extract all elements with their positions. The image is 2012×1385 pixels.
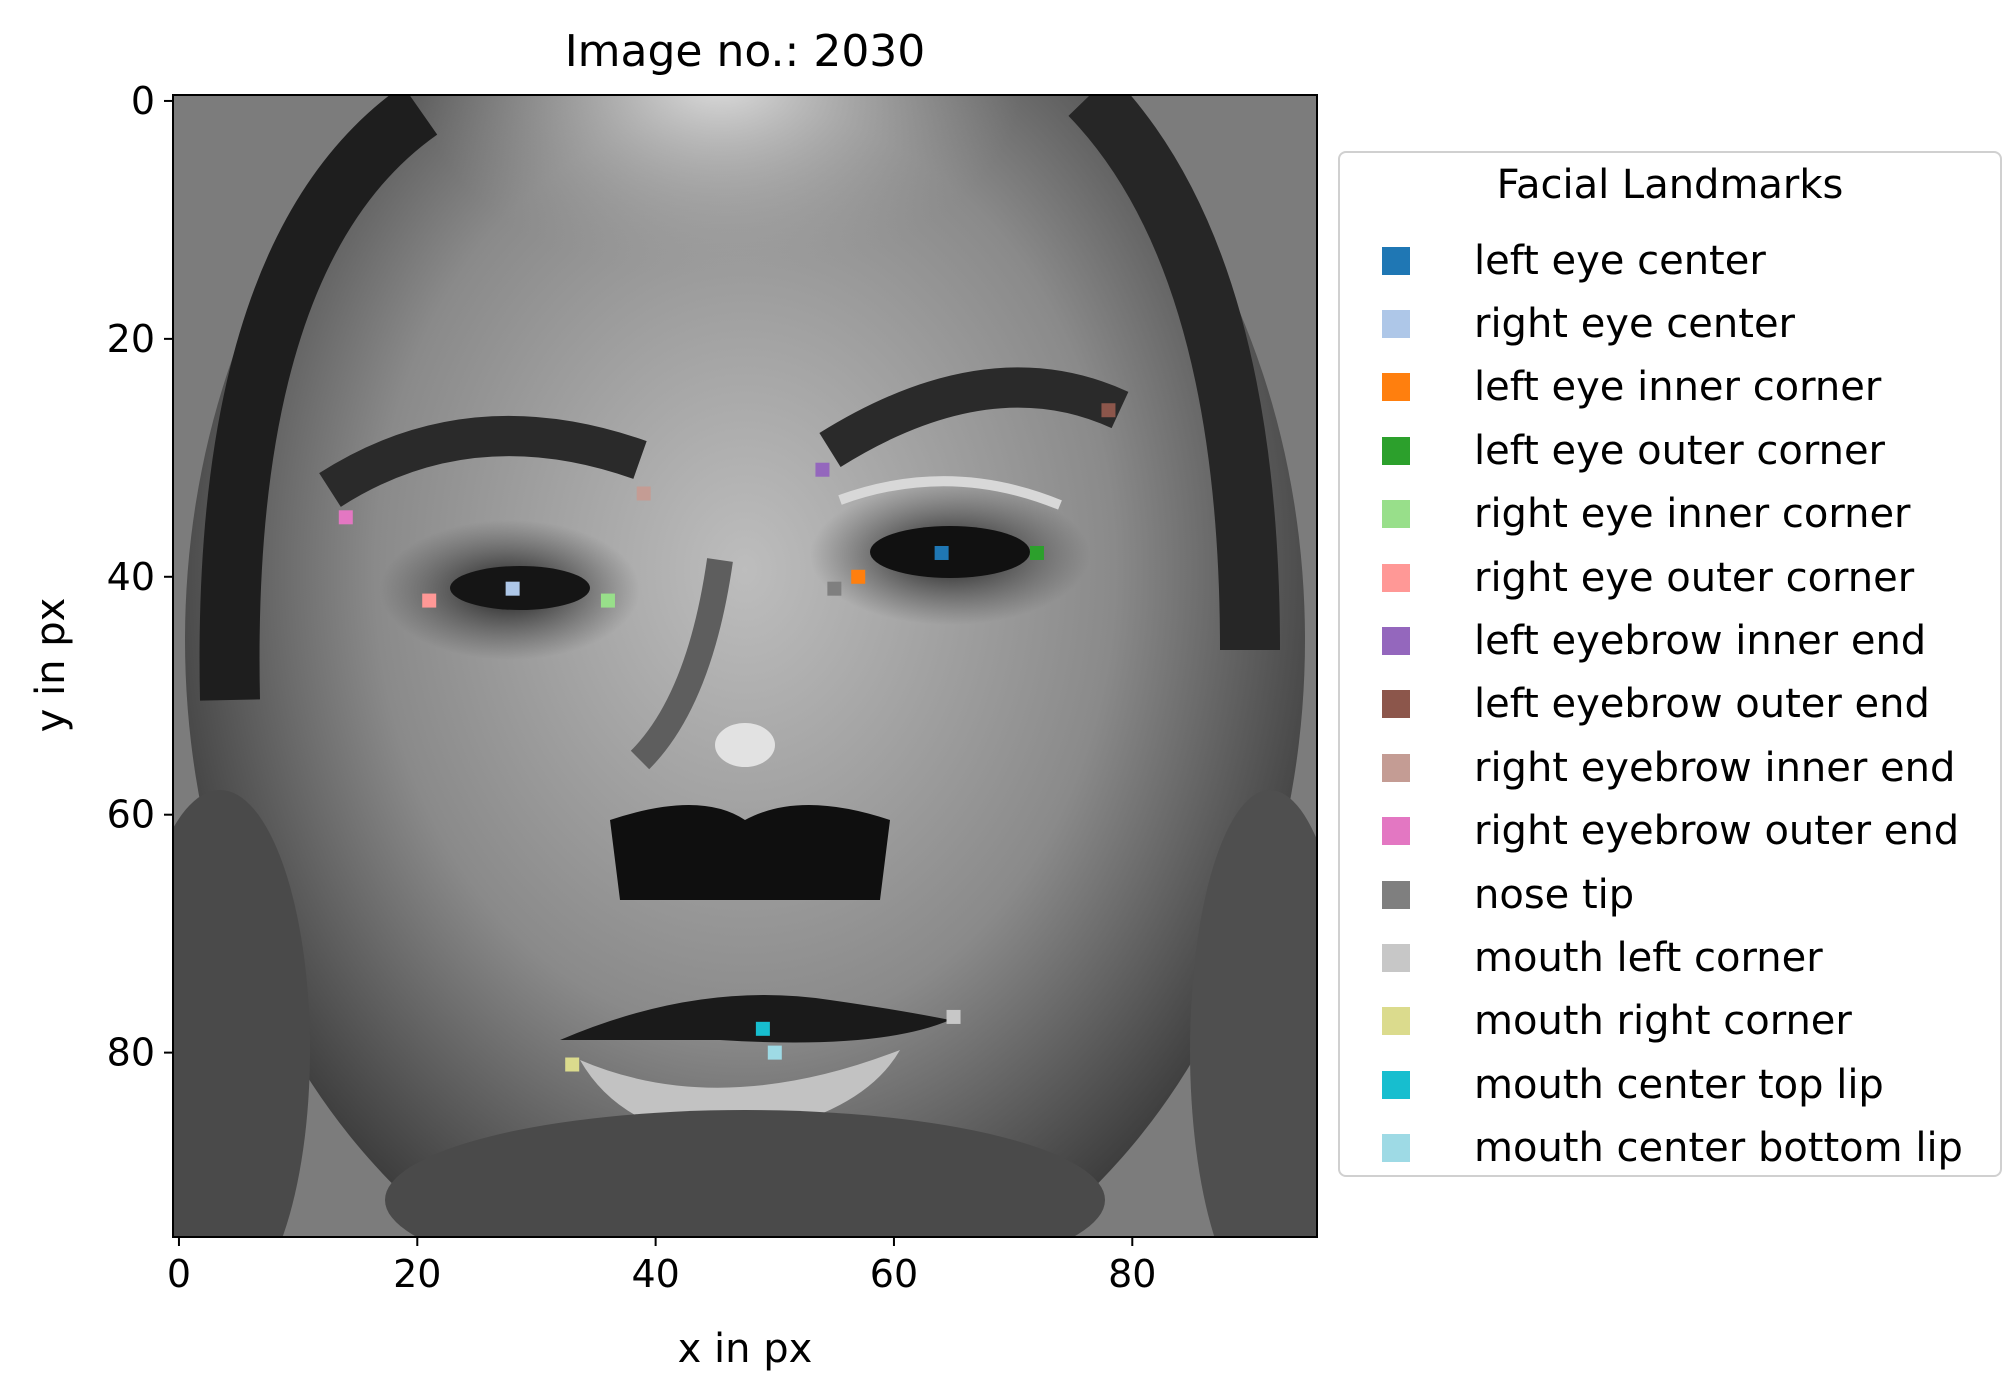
landmark-point-mouth-center-top-lip [755,1021,770,1036]
legend-list: left eye center right eye center left eye … [1382,229,1963,1180]
legend-marker [1382,943,1410,972]
legend-item: mouth center top lip [1382,1053,1963,1116]
legend-marker [1382,500,1410,529]
landmark-point-right-eyebrow-inner-end [636,486,651,501]
legend-label: left eye center [1474,237,1766,284]
legend-item: mouth center bottom lip [1382,1116,1963,1179]
legend-label: nose tip [1474,871,1635,918]
legend-item: right eye inner corner [1382,483,1963,546]
legend-item: mouth right corner [1382,990,1963,1053]
legend-marker [1382,1070,1410,1099]
legend-marker [1382,563,1410,592]
landmark-point-left-eye-inner-corner [851,569,866,584]
legend-item: right eyebrow inner end [1382,736,1963,799]
x-tick-label: 60 [870,1252,918,1296]
y-axis: 0 20 40 60 80 [107,79,173,1075]
y-tick-label: 40 [107,555,155,599]
legend-label: mouth center top lip [1474,1061,1884,1108]
landmark-point-left-eye-center [934,545,949,560]
legend-label: left eyebrow inner end [1474,618,1927,665]
legend-item: left eyebrow inner end [1382,609,1963,672]
y-tick-label: 0 [131,79,155,123]
legend-item: mouth left corner [1382,926,1963,989]
legend-marker [1382,373,1410,402]
legend-marker [1382,880,1410,909]
x-tick-label: 40 [631,1252,679,1296]
landmark-point-right-eye-center [505,581,520,596]
legend-item: left eye center [1382,229,1963,292]
landmark-points [338,403,1116,1072]
legend-label: mouth left corner [1474,934,1823,981]
legend-label: mouth right corner [1474,998,1852,1045]
y-tick-label: 80 [107,1031,155,1075]
legend-marker [1382,690,1410,719]
face-photo [173,95,1317,1237]
legend-marker [1382,436,1410,465]
legend-item: right eye outer corner [1382,546,1963,609]
legend-label: right eye center [1474,301,1795,348]
landmark-point-mouth-right-corner [565,1057,580,1072]
landmark-point-left-eye-outer-corner [1029,545,1044,560]
legend-item: nose tip [1382,863,1963,926]
legend-item: left eye inner corner [1382,356,1963,419]
legend-marker [1382,246,1410,275]
landmark-point-right-eye-outer-corner [422,593,437,608]
legend-item: right eyebrow outer end [1382,800,1963,863]
legend-marker [1382,753,1410,782]
landmark-point-right-eyebrow-outer-end [338,510,353,525]
x-tick-label: 80 [1108,1252,1156,1296]
y-tick-label: 60 [107,793,155,837]
legend-label: right eye inner corner [1474,491,1911,538]
legend-marker [1382,817,1410,846]
chart-title: Image no.: 2030 [565,26,926,77]
x-tick-label: 0 [167,1252,191,1296]
legend: Facial Landmarks left eye center right ey… [1338,151,2002,1177]
landmark-point-right-eye-inner-corner [600,593,615,608]
legend-item: left eyebrow outer end [1382,673,1963,736]
landmark-point-mouth-left-corner [946,1009,961,1024]
x-axis-label: x in px [678,1326,813,1372]
legend-label: mouth center bottom lip [1474,1125,1963,1172]
y-axis-label: y in px [28,598,74,733]
landmark-point-left-eyebrow-outer-end [1101,403,1116,418]
legend-marker [1382,310,1410,339]
legend-marker [1382,1007,1410,1036]
legend-label: right eyebrow inner end [1474,744,1956,791]
landmark-point-mouth-center-bottom-lip [767,1045,782,1060]
legend-label: left eyebrow outer end [1474,681,1930,728]
legend-item: right eye center [1382,292,1963,355]
legend-title: Facial Landmarks [1496,162,1844,208]
legend-item: left eye outer corner [1382,419,1963,482]
landmark-point-left-eyebrow-inner-end [815,462,830,477]
plot-frame [172,94,1318,1238]
legend-marker [1382,1134,1410,1163]
legend-label: right eyebrow outer end [1474,808,1960,855]
legend-label: left eye inner corner [1474,364,1882,411]
legend-label: left eye outer corner [1474,427,1885,474]
legend-label: right eye outer corner [1474,554,1915,601]
x-axis: 0 20 40 60 80 [167,1237,1156,1296]
landmark-point-nose-tip [827,581,842,596]
x-tick-label: 20 [393,1252,441,1296]
legend-marker [1382,627,1410,656]
y-tick-label: 20 [107,317,155,361]
